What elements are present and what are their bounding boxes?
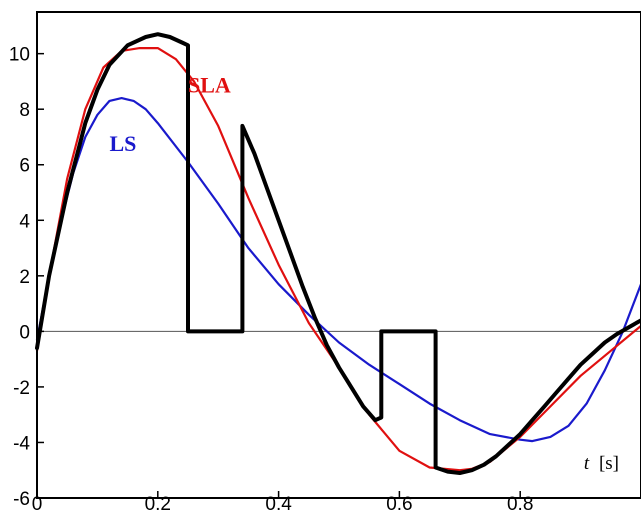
x-tick-label: 0.6 <box>386 494 412 514</box>
x-tick-label: 0.2 <box>145 494 171 514</box>
y-tick-label: 4 <box>19 211 30 232</box>
series-line-ls <box>35 97 641 443</box>
y-tick-label: 0 <box>19 322 30 343</box>
series-label-ls: LS <box>109 131 136 156</box>
x-tick-label: 0.4 <box>265 494 292 514</box>
x-axis-label-unit: [s] <box>599 453 619 474</box>
x-axis-label: t [s] <box>584 453 619 474</box>
series-line-sla <box>35 47 641 472</box>
series-line-measured <box>35 32 641 475</box>
series-label-sla: SLA <box>188 73 231 98</box>
y-tick-label: 2 <box>19 267 30 288</box>
y-axis: -6 -4 -2 0 2 4 6 8 10 <box>9 45 44 510</box>
y-tick-label: 8 <box>19 100 30 121</box>
x-axis: 0 0.2 0.4 0.6 0.8 <box>32 491 533 514</box>
y-tick-label: -4 <box>13 433 30 454</box>
x-axis-label-var: t <box>584 453 590 474</box>
series-group <box>35 32 641 475</box>
y-tick-label: -6 <box>13 489 30 510</box>
y-tick-label: 6 <box>19 156 30 177</box>
x-tick-label: 0.8 <box>507 494 533 514</box>
y-tick-label: 10 <box>9 45 30 66</box>
annotations: SLA LS <box>109 73 230 156</box>
x-tick-label: 0 <box>32 494 43 514</box>
y-tick-label: -2 <box>13 378 30 399</box>
plot-frame <box>36 11 641 499</box>
